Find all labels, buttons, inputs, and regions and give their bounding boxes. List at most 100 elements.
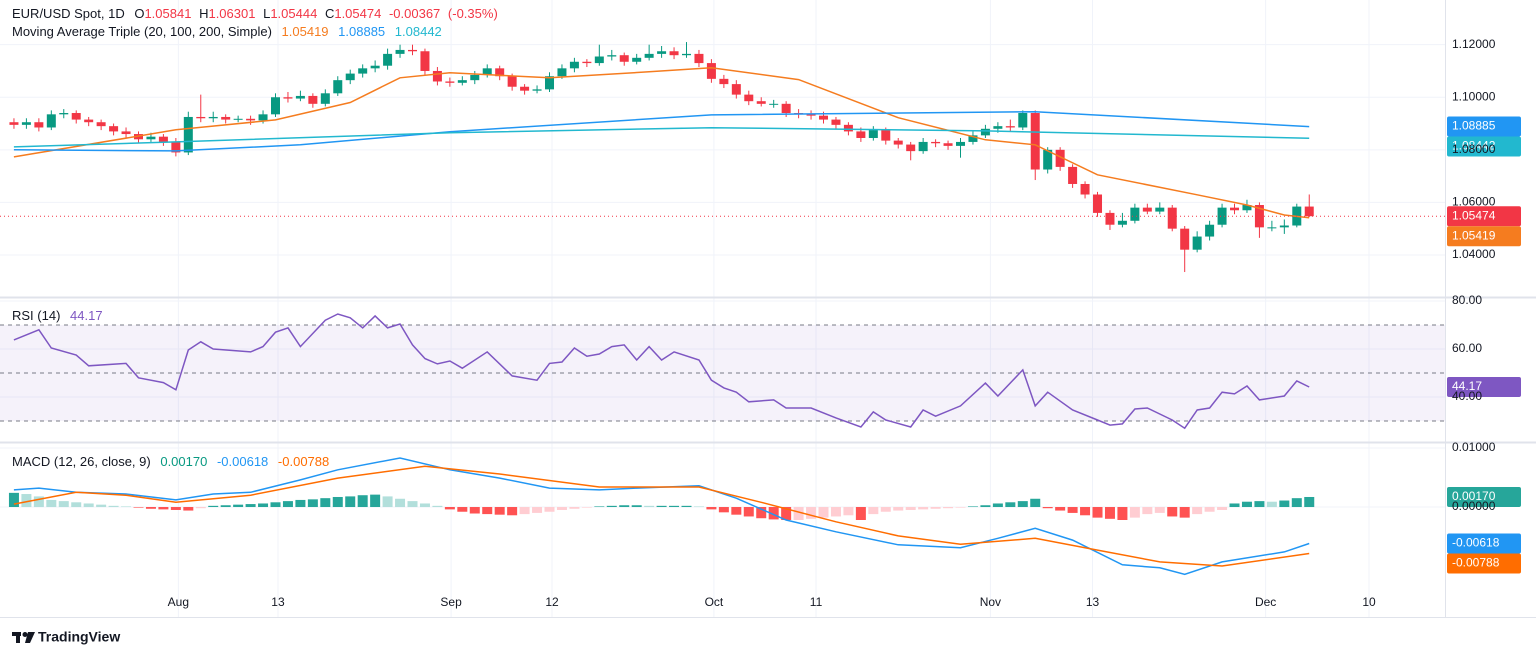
candle-body [283,97,293,99]
candle-body [208,116,218,119]
y-tick-label: 1.06000 [1452,195,1496,209]
candle-body [158,136,168,142]
histogram-bar [233,504,244,508]
series-line [13,313,1310,430]
candle-body [819,115,829,120]
histogram-bar [1030,498,1041,508]
candle-body [1279,225,1289,228]
candle-body [744,94,754,102]
candle-body [569,61,579,69]
ohlc-value: 1.05474 [334,6,381,21]
candle-body [1018,113,1028,128]
histogram-bar [556,507,567,510]
histogram-bar [1104,507,1115,519]
series-line [13,67,1310,219]
candle-body [1117,220,1127,225]
histogram-bar [1080,507,1091,516]
candle-body [1080,183,1090,195]
candle-body [881,130,891,141]
histogram-bar [282,501,293,508]
x-tick-label: Aug [168,595,189,609]
histogram-bar [868,507,879,515]
histogram-bar [395,498,406,508]
histogram-bar [1304,496,1315,508]
histogram-bar [345,496,356,508]
price-badge [1447,533,1521,554]
candle-body [395,49,405,54]
price-badge [1447,116,1521,137]
x-tick-label: Nov [980,595,1001,609]
histogram-bar [806,507,817,519]
histogram-bar [818,507,829,518]
candle-body [706,63,716,79]
histogram-bar [21,494,32,508]
candle-body [482,68,492,75]
histogram-bar [208,505,219,508]
hist-value: 0.00170 [160,454,207,469]
price-badge [1447,486,1521,507]
series-line [13,110,1310,152]
histogram-bar [1167,507,1178,517]
candle-body [432,70,442,82]
histogram-bar [918,507,929,510]
x-tick-label: 12 [545,595,559,609]
histogram-bar [619,505,630,508]
histogram-bar [943,507,954,509]
candle-body [532,89,542,91]
change-pct: (-0.35%) [448,6,498,21]
histogram-bar [145,507,156,509]
histogram-bar [718,507,729,513]
candle-body [507,76,517,87]
y-tick-label: 0.00000 [1452,499,1496,513]
price-badge-label: -0.00788 [1452,556,1500,570]
histogram-bar [332,496,343,508]
histogram-bar [220,505,231,508]
y-tick-label: 1.08000 [1452,142,1496,156]
y-tick-label: 1.10000 [1452,89,1496,103]
price-badge [1447,376,1521,397]
candle-body [1180,228,1190,250]
candle-body [1068,166,1078,184]
candle-body [545,76,555,90]
candle-body [320,93,330,104]
candle-body [1242,205,1252,211]
price-badges: 1.08885 1.08442 1.05474 1.05419 44.17 0.00170… [1447,116,1521,574]
price-badge [1447,206,1521,227]
histogram-bar [992,503,1003,508]
candle-body [295,95,305,99]
x-tick-label: Dec [1255,595,1276,609]
candle-body [557,68,567,77]
candle-body [669,51,679,56]
y-tick-label: 1.04000 [1452,247,1496,261]
candle-body [183,116,193,153]
histogram-bar [955,507,966,508]
candle-body [221,116,231,120]
histogram-bar [33,496,44,508]
candle-body [657,51,667,54]
histogram-bar [1179,507,1190,518]
logo-part [25,632,35,643]
histogram-bar [1154,507,1165,513]
candle-body [682,53,692,56]
brand-logo [12,632,35,643]
candle-body [1130,207,1140,221]
y-tick-label: 40.00 [1452,389,1482,403]
histogram-bar [930,507,941,509]
candle-body [470,74,480,81]
histogram-bar [195,507,206,509]
histogram-bar [830,507,841,517]
histogram-bar [980,505,991,508]
histogram-bar [843,507,854,516]
histogram-bar [158,507,169,510]
x-tick-label: 10 [1362,595,1376,609]
price-badge [1447,226,1521,247]
candle-body [308,95,318,104]
histogram-bar [1192,507,1203,515]
ohlc-value: 1.05444 [270,6,317,21]
histogram-bar [1241,501,1252,508]
ma-value: 1.08442 [395,24,442,39]
ohlc-key: O [134,6,144,21]
candle-body [196,116,206,119]
histogram-bar [507,507,518,516]
candle-body [1005,126,1015,128]
